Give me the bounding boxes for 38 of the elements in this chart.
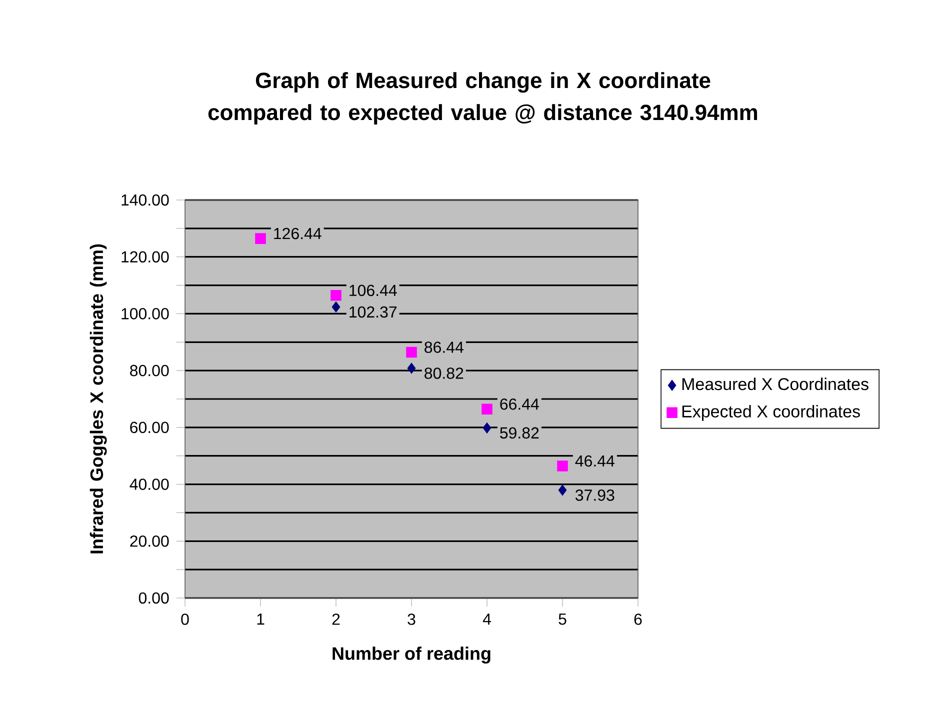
x-tick-label: 4: [482, 614, 491, 625]
data-label: 46.44: [575, 455, 614, 467]
data-label: 37.93: [575, 490, 614, 501]
y-tick-label: 140.00: [122, 194, 169, 206]
point: [330, 290, 342, 301]
data-label: 106.44: [350, 284, 397, 296]
point: [332, 302, 340, 312]
y-tick-label: 0.00: [138, 592, 169, 604]
point: [407, 362, 416, 374]
data-label: 102.37: [350, 306, 397, 318]
data-label: 59.82: [500, 427, 539, 439]
y-tick-label: 100.00: [122, 308, 169, 320]
legend-label: Expected X coordinates: [682, 404, 860, 421]
y-tick-label: 20.00: [130, 535, 169, 547]
x-axis-title: Number of reading: [332, 646, 490, 664]
point: [558, 484, 567, 496]
y-tick-label: 120.00: [122, 251, 169, 263]
y-tick-label: 40.00: [130, 478, 169, 490]
y-tick-label: 60.00: [130, 422, 169, 434]
x-tick-label: 5: [558, 614, 566, 625]
y-axis-title: Infrared Goggles X coordinate (mm): [90, 244, 107, 554]
data-label: 80.82: [424, 368, 464, 379]
legend-label: Measured X Coordinates: [682, 378, 868, 390]
data-label: 126.44: [274, 228, 322, 240]
x-tick-label: 3: [408, 614, 416, 625]
x-tick-label: 1: [257, 614, 264, 625]
point: [482, 422, 492, 434]
point: [255, 233, 266, 244]
x-tick-label: 2: [332, 614, 340, 625]
x-tick-label: 6: [634, 614, 642, 625]
x-tick-label: 0: [181, 614, 189, 625]
point: [406, 346, 417, 358]
data-label: 66.44: [500, 398, 539, 410]
point: [557, 460, 568, 472]
data-label: 86.44: [424, 342, 464, 353]
chart-title: Graph of Measured change in X coordinate compared to expected value @ distance 3140.94mm: [208, 72, 758, 125]
point: [482, 404, 492, 415]
y-tick-label: 80.00: [130, 364, 169, 376]
